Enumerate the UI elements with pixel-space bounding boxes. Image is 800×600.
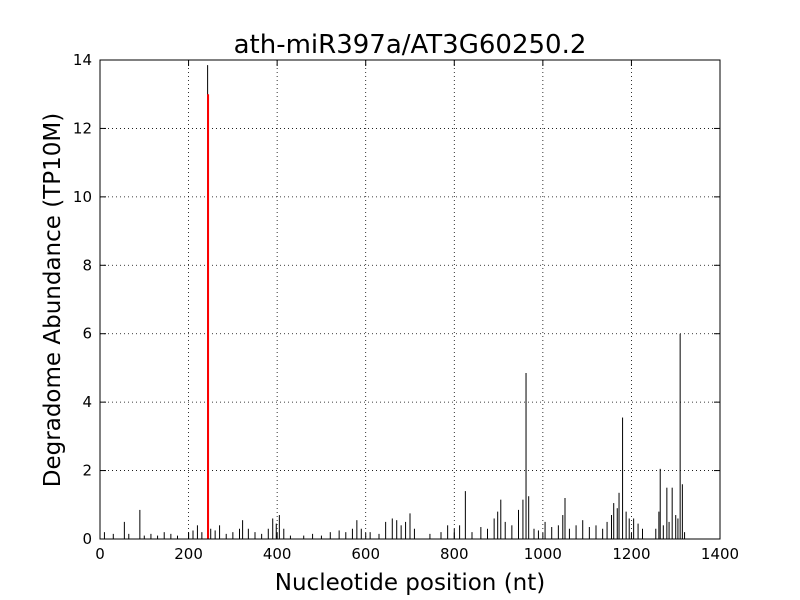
x-tick-label: 800 (440, 545, 469, 563)
plot-frame (99, 59, 721, 540)
y-tick-label: 2 (82, 462, 92, 480)
x-axis-label: Nucleotide position (nt) (275, 570, 545, 596)
chart-title: ath-miR397a/AT3G60250.2 (234, 30, 587, 60)
axes: 0 200 400 600 800 1000 1200 1400 0 2 4 6 8 10 12 14 (73, 51, 739, 563)
y-tick-label: 4 (82, 393, 92, 411)
x-tick-label: 400 (263, 545, 292, 563)
x-tick-label: 1000 (524, 545, 562, 563)
y-tick-label: 10 (73, 188, 92, 206)
y-tick-label: 6 (82, 325, 92, 343)
y-axis-label: Degradome Abundance (TP10M) (40, 113, 66, 487)
x-tick-label: 1400 (701, 545, 739, 563)
y-tick-label: 12 (73, 119, 92, 137)
y-tick-label: 0 (82, 530, 92, 548)
x-tick-label: 200 (174, 545, 203, 563)
x-tick-label: 0 (95, 545, 105, 563)
marks (103, 65, 686, 539)
x-tick-label: 600 (351, 545, 380, 563)
x-tick-label: 1200 (612, 545, 650, 563)
y-tick-label: 8 (82, 256, 92, 274)
y-tick-label: 14 (73, 51, 92, 69)
